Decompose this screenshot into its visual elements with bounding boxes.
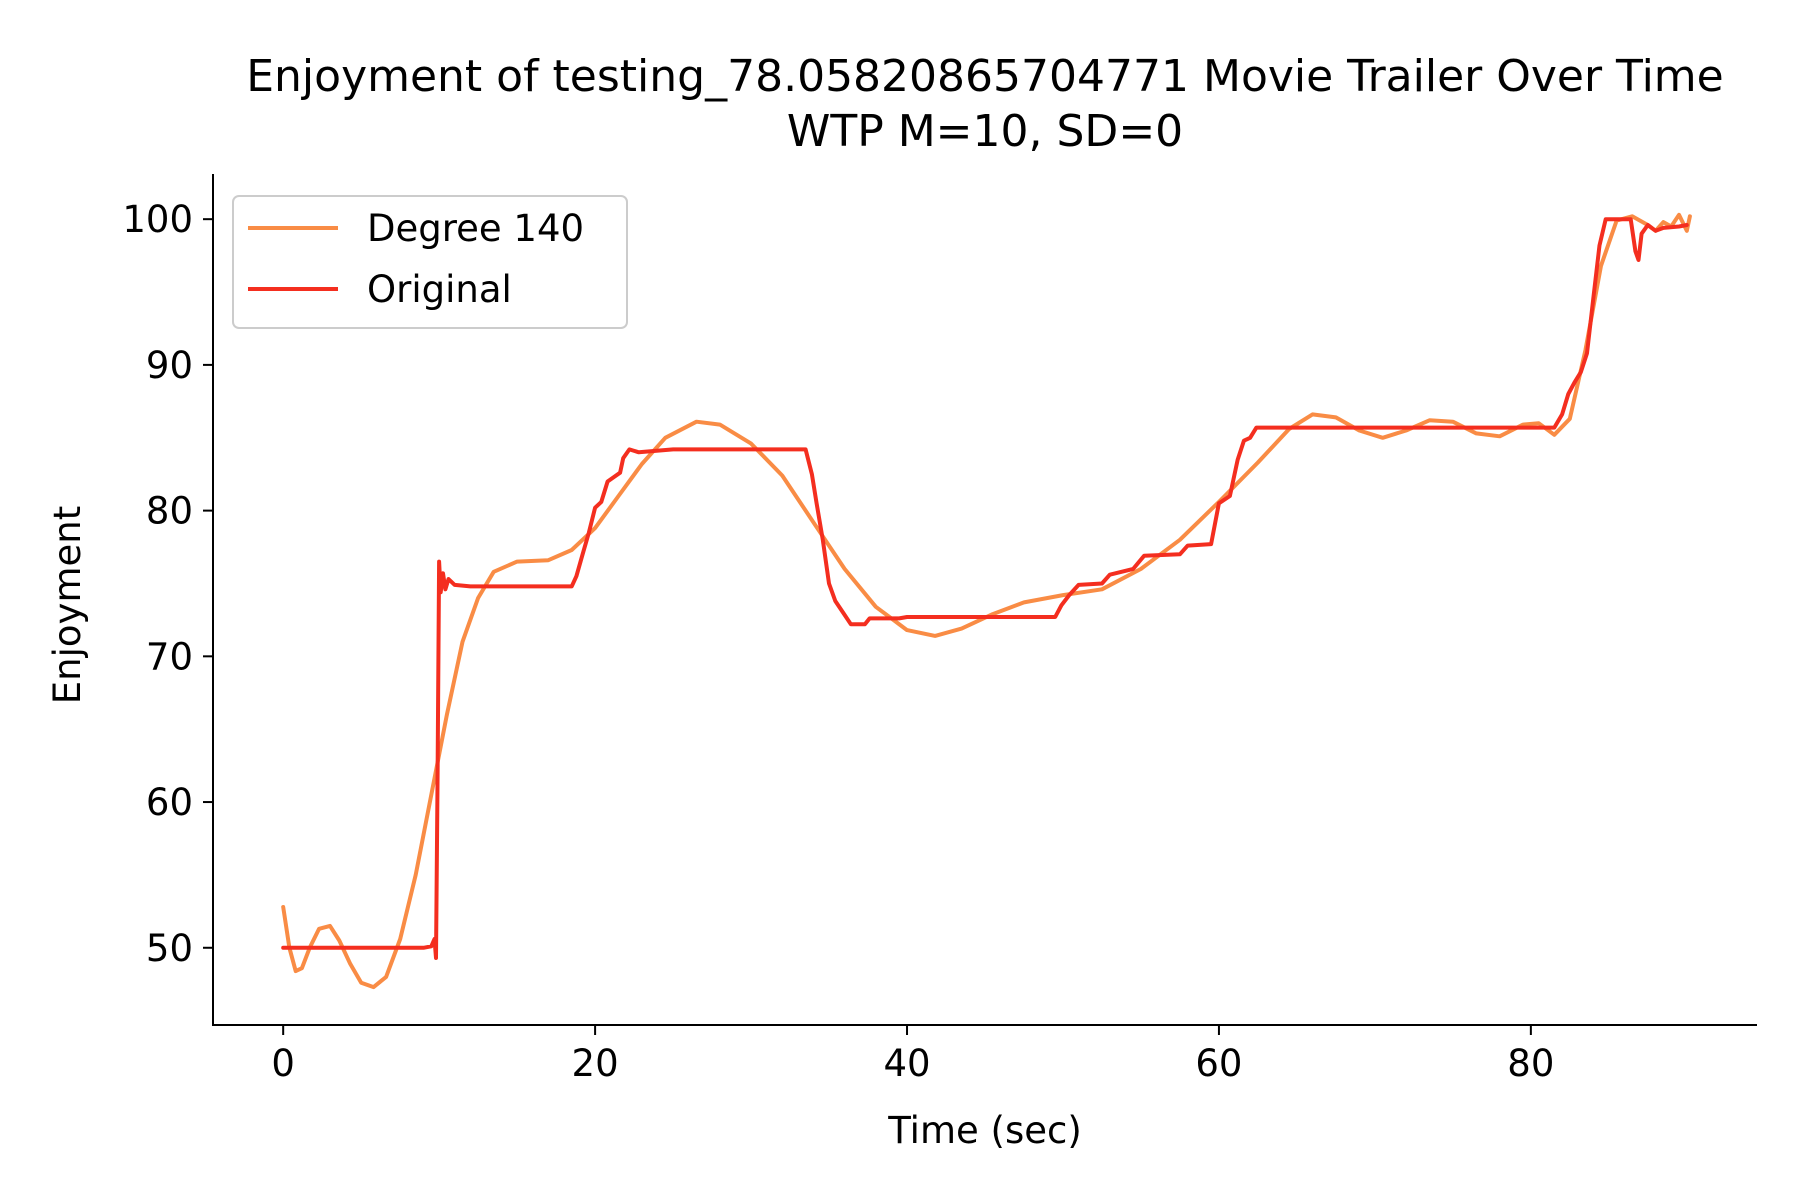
series-line-original	[281, 217, 1689, 960]
x-tick-label: 80	[1507, 1042, 1554, 1085]
chart-title: Enjoyment of testing_78.05820865704771 M…	[246, 51, 1724, 102]
x-tick-label: 0	[271, 1042, 295, 1085]
chart-subtitle: WTP M=10, SD=0	[787, 106, 1183, 157]
y-tick-label: 70	[146, 635, 193, 678]
legend-label-degree-140: Degree 140	[367, 207, 584, 250]
y-tick-label: 100	[122, 198, 193, 241]
x-axis-label: Time (sec)	[887, 1109, 1082, 1152]
series-line-degree-140	[281, 212, 1692, 990]
y-axis-ticks: 50 60 70 80 90 100	[122, 198, 213, 970]
legend-label-original: Original	[367, 268, 512, 311]
x-tick-label: 40	[883, 1042, 930, 1085]
y-tick-label: 60	[146, 781, 193, 824]
y-tick-label: 80	[146, 490, 193, 533]
x-tick-label: 20	[572, 1042, 619, 1085]
x-axis-ticks: 0 20 40 60 80	[271, 1025, 1554, 1085]
legend: Degree 140 Original	[232, 195, 628, 329]
y-tick-label: 50	[146, 927, 193, 970]
plot-area	[281, 212, 1692, 990]
x-tick-label: 60	[1195, 1042, 1242, 1085]
y-tick-label: 90	[146, 344, 193, 387]
y-axis-label: Enjoyment	[46, 506, 89, 704]
